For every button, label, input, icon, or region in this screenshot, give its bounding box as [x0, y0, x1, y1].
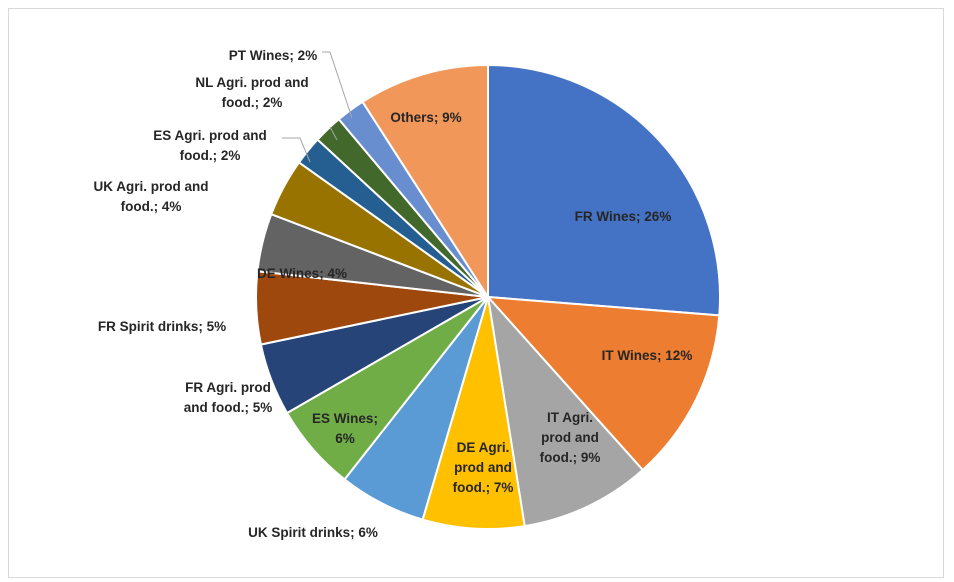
data-label-others: Others; 9% — [390, 110, 461, 125]
pie-slice-it-agri-prod-and-food — [486, 293, 645, 528]
data-label-fr-wines: FR Wines; 26% — [575, 209, 672, 224]
leader-lines — [282, 51, 353, 163]
data-label-it-wines: IT Wines; 12% — [602, 348, 693, 363]
data-label-uk-agri-prod-and-food: UK Agri. prod and food.; 4% — [94, 179, 209, 214]
leader-line-nl-agri-prod-and-food — [329, 126, 338, 141]
pie-slices — [255, 63, 721, 530]
leader-line-pt-wines — [322, 51, 353, 119]
pie-slice-fr-wines — [487, 63, 721, 317]
data-label-fr-agri-prod-and-food: FR Agri. prod and food.; 5% — [184, 380, 273, 415]
data-labels: FR Wines; 26% IT Wines; 12% IT Agri. prod a… — [94, 48, 693, 540]
data-label-fr-spirit-drinks: FR Spirit drinks; 5% — [98, 319, 226, 334]
data-label-de-wines: DE Wines; 4% — [257, 266, 347, 281]
pie-slice-de-agri-prod-and-food — [421, 296, 526, 530]
data-label-pt-wines: PT Wines; 2% — [229, 48, 317, 63]
leader-line-es-agri-prod-and-food — [282, 137, 311, 163]
data-label-nl-agri-prod-and-food: NL Agri. prod and food.; 2% — [195, 75, 308, 110]
pie-slice-others — [361, 63, 489, 301]
data-label-uk-spirit-drinks: UK Spirit drinks; 6% — [248, 525, 378, 540]
data-label-es-agri-prod-and-food: ES Agri. prod and food.; 2% — [153, 128, 267, 163]
data-label-de-agri-prod-and-food: DE Agri. prod and food.; 7% — [453, 440, 514, 495]
pie-slice-it-wines — [485, 295, 721, 472]
data-label-it-agri-prod-and-food: IT Agri. prod and food.; 9% — [540, 410, 601, 465]
data-label-es-wines: ES Wines; 6% — [312, 411, 378, 446]
